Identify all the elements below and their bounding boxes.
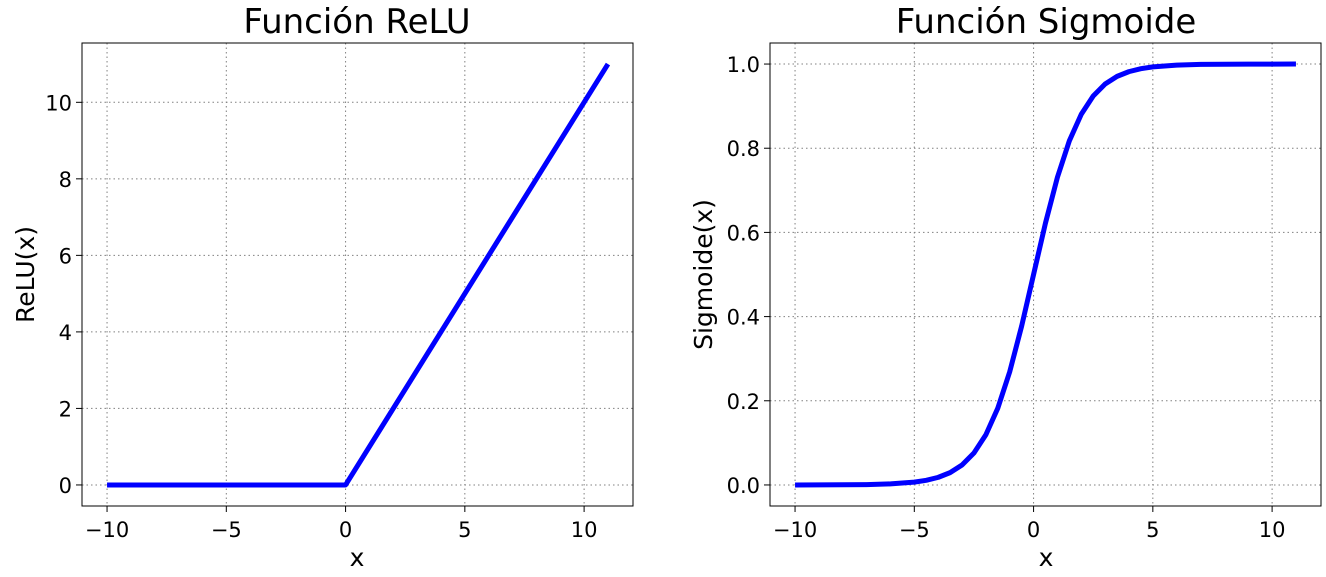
chart-title: Función ReLU <box>243 2 470 42</box>
y-axis-label: Sigmoide(x) <box>689 199 718 350</box>
chart-title: Función Sigmoide <box>896 2 1197 42</box>
y-tick-label: 1.0 <box>727 53 760 77</box>
series-line <box>107 62 611 488</box>
y-tick-label: 8 <box>59 168 72 192</box>
x-tick-label: 0 <box>339 518 352 542</box>
y-tick-label: 0.8 <box>727 137 760 161</box>
x-tick-label: 0 <box>1027 518 1040 542</box>
plot-frame <box>81 42 634 507</box>
y-tick-label: 2 <box>59 397 72 421</box>
x-tick-label: 10 <box>1259 518 1286 542</box>
y-tick-label: 0 <box>59 474 72 498</box>
relu-chart: Función ReLU x ReLU(x) −10 −5 0 5 10 0 2 4 6 8 10 <box>11 2 634 572</box>
y-tick-label: 0.2 <box>727 390 760 414</box>
y-tick-label: 4 <box>59 321 72 345</box>
series-line <box>795 61 1296 488</box>
x-tick-label: −5 <box>211 518 242 542</box>
x-tick-label: 5 <box>458 518 471 542</box>
y-tick-label: 0.6 <box>727 221 760 245</box>
x-axis-label: x <box>1039 543 1054 572</box>
x-tick-label: −5 <box>899 518 930 542</box>
x-tick-label: −10 <box>773 518 817 542</box>
x-tick-label: −10 <box>85 518 129 542</box>
x-tick-label: 5 <box>1146 518 1159 542</box>
sigmoid-chart: Función Sigmoide x Sigmoide(x) −10 −5 0 5 10… <box>689 2 1322 572</box>
x-axis-label: x <box>350 543 365 572</box>
x-tick-label: 10 <box>571 518 598 542</box>
plot-frame <box>769 42 1322 507</box>
y-tick-label: 0.0 <box>727 474 760 498</box>
y-tick-label: 10 <box>45 91 72 115</box>
y-axis-label: ReLU(x) <box>11 226 40 323</box>
y-tick-label: 6 <box>59 244 72 268</box>
y-tick-label: 0.4 <box>727 306 760 330</box>
